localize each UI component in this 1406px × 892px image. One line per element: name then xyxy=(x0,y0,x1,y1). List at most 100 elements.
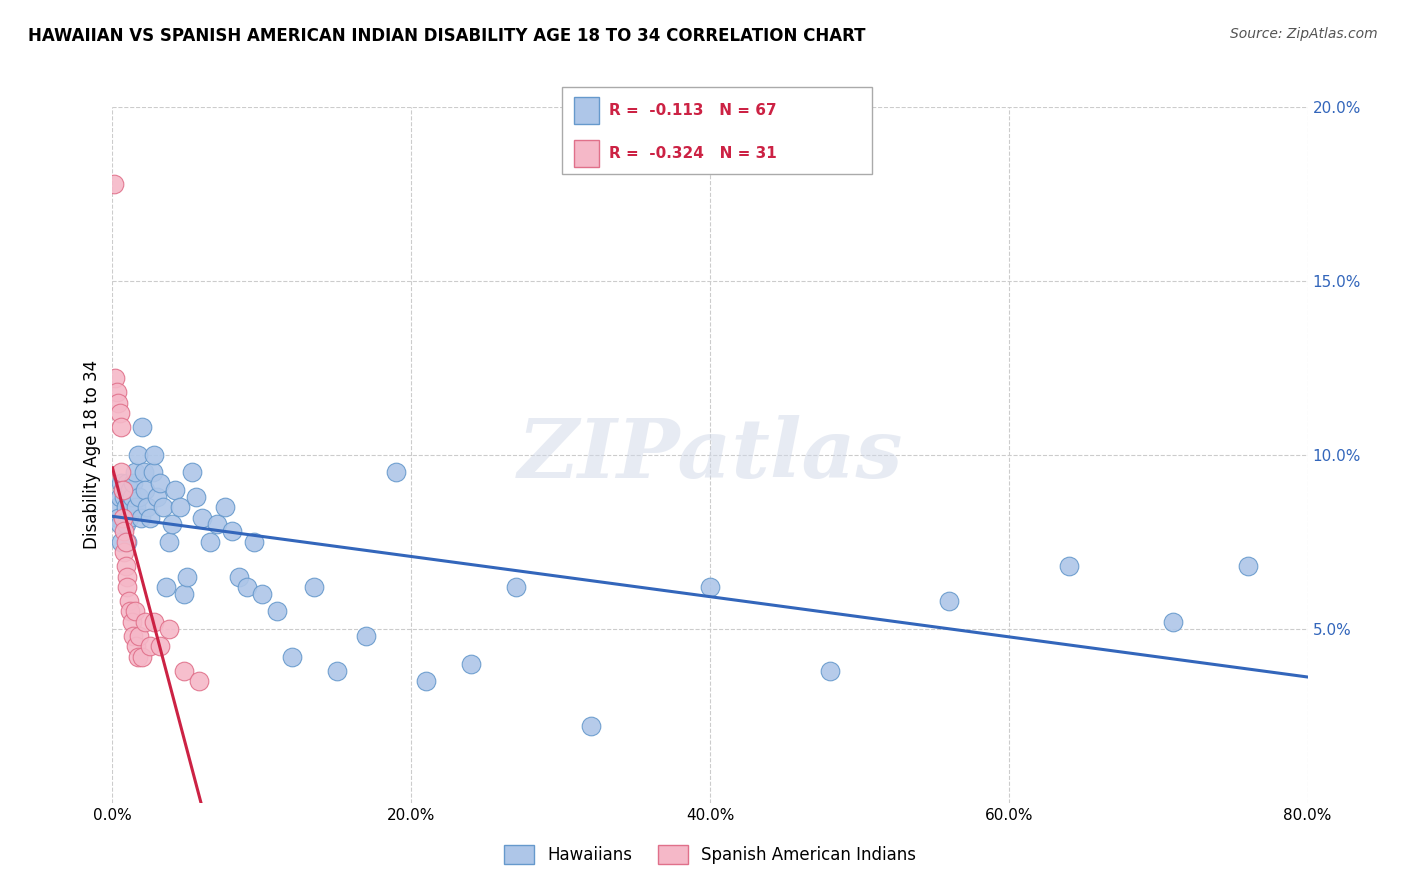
Point xyxy=(149,639,172,653)
Point xyxy=(152,500,174,514)
Point xyxy=(1057,559,1080,574)
Point xyxy=(157,534,180,549)
Y-axis label: Disability Age 18 to 34: Disability Age 18 to 34 xyxy=(83,360,101,549)
Point xyxy=(117,580,139,594)
Point xyxy=(117,475,139,490)
Point xyxy=(699,580,721,594)
Legend: Hawaiians, Spanish American Indians: Hawaiians, Spanish American Indians xyxy=(498,838,922,871)
Point xyxy=(129,510,152,524)
Point xyxy=(103,177,125,191)
Point xyxy=(124,605,146,619)
Point xyxy=(115,500,138,514)
Point xyxy=(169,500,191,514)
Point xyxy=(173,664,195,678)
Point xyxy=(143,615,166,629)
Point xyxy=(139,510,162,524)
Point xyxy=(505,580,527,594)
Point xyxy=(110,420,132,434)
Point xyxy=(176,570,198,584)
Point xyxy=(110,475,132,490)
Point xyxy=(121,490,143,504)
Point xyxy=(108,490,131,504)
Point xyxy=(134,483,156,497)
Point xyxy=(108,517,131,532)
Point xyxy=(121,615,143,629)
Point xyxy=(143,448,166,462)
Point xyxy=(1237,559,1260,574)
Point xyxy=(228,570,250,584)
Point xyxy=(105,385,128,400)
Point xyxy=(111,483,134,497)
Point xyxy=(266,605,288,619)
Point xyxy=(114,524,135,539)
Point xyxy=(117,534,139,549)
Point xyxy=(114,490,135,504)
Point xyxy=(118,594,141,608)
Point xyxy=(142,466,165,480)
Point xyxy=(105,500,128,514)
Point xyxy=(356,629,378,643)
Point xyxy=(214,500,236,514)
Point xyxy=(325,664,347,678)
Point xyxy=(120,483,142,497)
Point xyxy=(107,396,129,410)
Point xyxy=(302,580,325,594)
Point xyxy=(128,629,150,643)
Point xyxy=(132,466,155,480)
Point xyxy=(236,580,259,594)
Point xyxy=(221,524,243,539)
Point xyxy=(135,500,157,514)
Text: R =  -0.113   N = 67: R = -0.113 N = 67 xyxy=(609,103,776,118)
Point xyxy=(243,534,266,549)
Point xyxy=(131,649,153,664)
Point xyxy=(139,639,162,653)
Point xyxy=(191,510,214,524)
Text: R =  -0.324   N = 31: R = -0.324 N = 31 xyxy=(609,146,776,161)
Text: Source: ZipAtlas.com: Source: ZipAtlas.com xyxy=(1230,27,1378,41)
Point xyxy=(124,466,146,480)
Point xyxy=(117,570,139,584)
Point xyxy=(128,490,150,504)
Point xyxy=(108,406,131,420)
Point xyxy=(115,534,138,549)
Point xyxy=(938,594,960,608)
Point xyxy=(460,657,482,671)
Text: ZIPatlas: ZIPatlas xyxy=(517,415,903,495)
Point xyxy=(162,517,183,532)
Point xyxy=(118,510,141,524)
Point xyxy=(122,475,145,490)
Text: HAWAIIAN VS SPANISH AMERICAN INDIAN DISABILITY AGE 18 TO 34 CORRELATION CHART: HAWAIIAN VS SPANISH AMERICAN INDIAN DISA… xyxy=(28,27,866,45)
Point xyxy=(188,674,211,689)
Point xyxy=(114,545,135,559)
Point xyxy=(198,534,221,549)
Point xyxy=(110,466,132,480)
Point xyxy=(120,605,142,619)
Point xyxy=(115,517,138,532)
Point xyxy=(155,580,177,594)
Point xyxy=(127,448,149,462)
Point xyxy=(1161,615,1184,629)
Point xyxy=(186,490,208,504)
Point xyxy=(250,587,273,601)
Point xyxy=(180,466,202,480)
Point xyxy=(122,629,145,643)
Point xyxy=(131,420,153,434)
Point xyxy=(104,371,127,385)
Point xyxy=(115,559,138,574)
Point xyxy=(134,615,156,629)
Point xyxy=(157,622,180,636)
Point xyxy=(111,483,134,497)
Point xyxy=(281,649,304,664)
Point xyxy=(415,674,437,689)
Point xyxy=(127,649,149,664)
Point xyxy=(149,475,172,490)
Point xyxy=(125,639,148,653)
Point xyxy=(114,510,135,524)
Point xyxy=(205,517,228,532)
Point xyxy=(173,587,195,601)
Point xyxy=(165,483,187,497)
Point xyxy=(818,664,841,678)
Point xyxy=(111,510,134,524)
Point xyxy=(110,534,132,549)
Point xyxy=(579,719,602,733)
